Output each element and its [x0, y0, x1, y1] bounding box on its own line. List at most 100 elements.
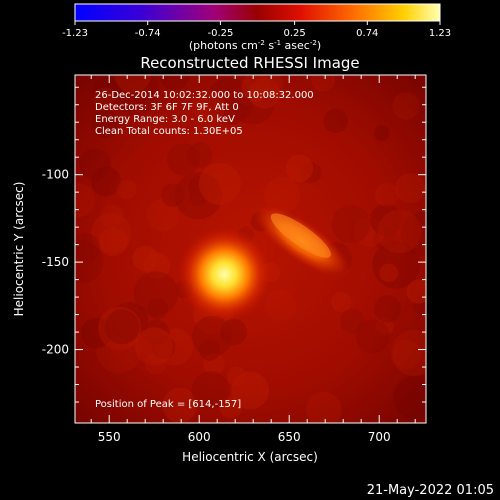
colorbar-tick-label: -0.74 — [135, 28, 161, 39]
timestamp: 21-May-2022 01:05 — [367, 483, 494, 498]
background-speckle — [198, 162, 241, 205]
primary-source — [176, 226, 273, 323]
background-speckle — [159, 75, 190, 91]
background-speckle — [392, 339, 422, 369]
background-speckle — [146, 298, 169, 320]
background-speckle — [162, 387, 198, 423]
background-speckle — [379, 263, 399, 283]
background-speckle — [92, 76, 122, 107]
background-speckle — [355, 319, 390, 354]
background-speckle — [370, 203, 402, 236]
background-speckle — [191, 315, 233, 357]
background-speckle — [285, 154, 314, 182]
colorbar-tick-label: 1.23 — [429, 28, 451, 39]
background-speckle — [91, 110, 120, 139]
background-speckle — [377, 209, 422, 254]
x-tick-label: 700 — [368, 430, 391, 444]
background-speckle — [161, 183, 185, 207]
background-speckle — [189, 187, 208, 207]
heatmap-image — [75, 75, 426, 423]
annotation-block: 26-Dec-2014 10:02:32.000 to 10:08:32.000… — [95, 90, 314, 137]
annotation-line: Energy Range: 3.0 - 6.0 keV — [95, 114, 235, 125]
background-speckle — [187, 142, 213, 168]
colorbar-tick-label: -0.25 — [207, 28, 233, 39]
x-tick-label: 600 — [188, 430, 211, 444]
background-speckle — [167, 143, 200, 176]
colorbar — [74, 3, 441, 22]
background-speckle — [198, 339, 221, 361]
background-speckle — [306, 391, 342, 423]
annotation-line: 26-Dec-2014 10:02:32.000 to 10:08:32.000 — [95, 90, 314, 101]
x-axis-label: Heliocentric X (arcsec) — [182, 450, 318, 464]
background-speckle — [192, 90, 225, 123]
background-speckle — [339, 308, 365, 334]
background-speckle — [249, 77, 281, 109]
background-speckle — [174, 172, 223, 220]
background-speckle — [331, 205, 371, 244]
background-speckle — [98, 306, 142, 351]
background-speckle — [406, 279, 426, 304]
background-speckle — [80, 317, 112, 349]
background-speckle — [134, 327, 174, 366]
background-speckle — [374, 182, 399, 207]
annotation-line: Clean Total counts: 1.30E+05 — [95, 126, 243, 137]
y-axis-label: Heliocentric Y (arcsec) — [12, 182, 26, 317]
background-speckle — [323, 108, 349, 134]
background-speckle — [393, 375, 426, 420]
background-speckle — [144, 353, 167, 375]
colorbar-tick-label: 0.74 — [356, 28, 378, 39]
background-speckle — [354, 216, 385, 247]
background-speckle — [113, 75, 160, 116]
peak-position-label: Position of Peak = [614,-157] — [95, 399, 241, 410]
background-speckle — [400, 211, 426, 256]
background-speckle — [116, 179, 137, 200]
background-speckle — [264, 289, 297, 321]
background-speckle — [373, 227, 398, 251]
background-speckle — [220, 318, 247, 346]
background-speckle — [392, 92, 420, 120]
background-speckle — [191, 371, 230, 410]
chart-title: Reconstructed RHESSI Image — [140, 54, 359, 72]
background-speckle — [104, 309, 140, 345]
background-speckle — [143, 319, 170, 346]
axis-ticks: 550 600 650 700 -100 -150 -200 — [42, 75, 426, 444]
background-speckle — [96, 328, 142, 374]
background-speckle — [151, 334, 176, 359]
y-tick-label: -150 — [42, 255, 69, 269]
background-speckle — [75, 240, 104, 284]
colorbar-unit-label: (photons cm-2 s-1 asec-2) — [189, 39, 321, 52]
background-speckle — [146, 198, 180, 232]
background-speckle — [202, 353, 225, 375]
background-speckle — [373, 125, 390, 142]
background-speckle — [75, 232, 101, 264]
background-speckle — [110, 301, 149, 341]
background-speckle — [235, 80, 261, 106]
background-speckle — [132, 245, 159, 272]
plot-frame — [74, 74, 427, 424]
background-speckle — [391, 330, 426, 376]
background-speckle — [91, 212, 132, 253]
background-speckle — [256, 75, 283, 97]
background-speckle — [372, 240, 420, 289]
x-tick-label: 650 — [278, 430, 301, 444]
colorbar-ticks: -1.23 -0.74 -0.25 0.25 0.74 1.23 — [62, 21, 451, 39]
background-speckle — [230, 80, 275, 125]
background-speckle — [143, 252, 170, 279]
y-tick-label: -100 — [42, 168, 69, 182]
colorbar-tick-label: 0.25 — [283, 28, 305, 39]
background-speckle — [114, 75, 151, 94]
background-speckle — [205, 77, 254, 125]
background-speckle — [78, 148, 111, 181]
background-speckle — [156, 328, 194, 366]
background-speckle — [395, 173, 426, 204]
background-speckle — [100, 204, 124, 228]
background-speckle — [375, 317, 394, 336]
background-speckle — [300, 162, 322, 184]
background-speckle — [412, 293, 426, 315]
annotation-line: Detectors: 3F 6F 7F 9F, Att 0 — [95, 102, 239, 113]
y-tick-label: -200 — [42, 343, 69, 357]
background-speckle — [311, 75, 336, 92]
background-speckle — [188, 176, 210, 198]
colorbar-tick-label: -1.23 — [62, 28, 88, 39]
